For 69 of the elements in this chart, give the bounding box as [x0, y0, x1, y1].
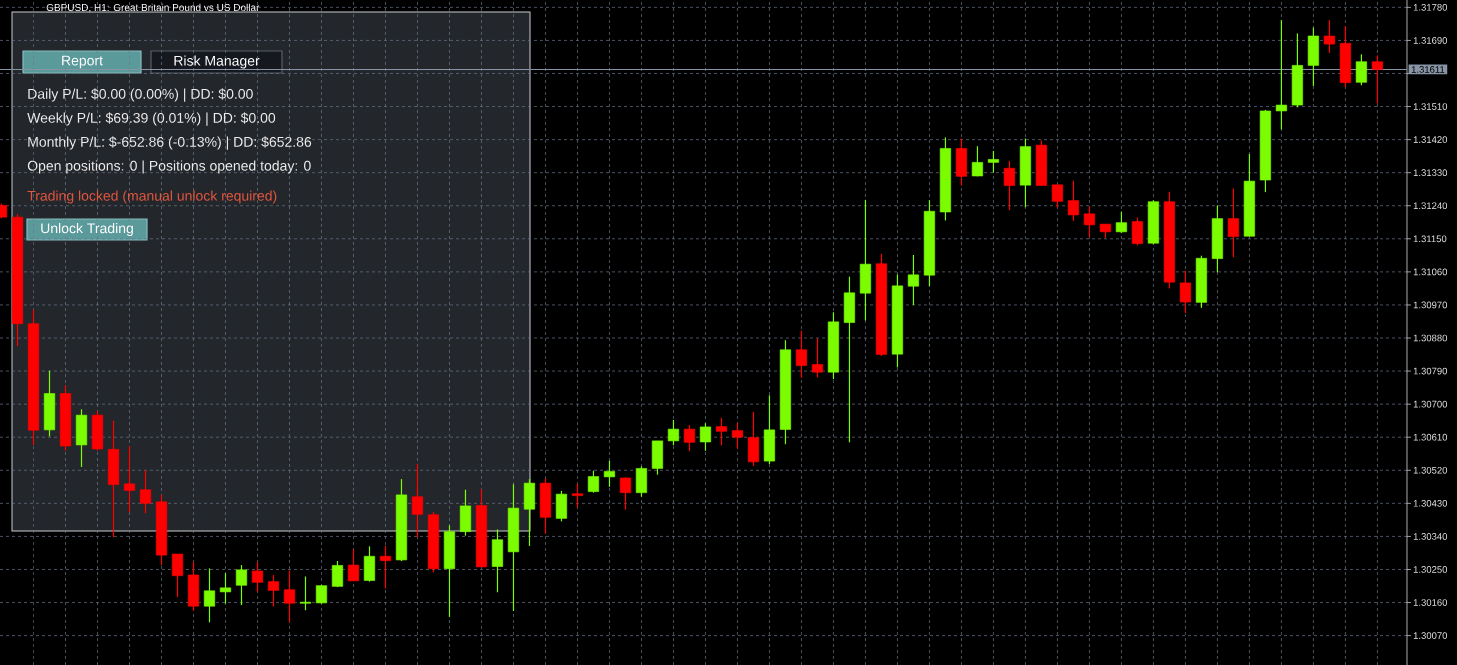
candlestick	[123, 445, 136, 513]
candlestick	[731, 422, 744, 450]
chart-title: GBPUSD, H1: Great Britain Pound vs US Dollar	[46, 3, 260, 13]
candlestick	[235, 564, 248, 606]
candlestick	[1083, 205, 1096, 238]
candlestick	[571, 483, 584, 508]
candlestick	[811, 337, 824, 378]
y-tick-label: 1.31420	[1413, 136, 1448, 143]
candlestick	[619, 476, 632, 511]
candlestick	[1131, 216, 1144, 247]
candlestick	[347, 548, 360, 582]
candlestick	[603, 460, 616, 488]
candlestick	[1003, 160, 1016, 211]
candlestick	[1067, 180, 1080, 222]
annotation: Trading locked (manual unlock required)	[27, 190, 277, 204]
y-tick-label: 1.30160	[1413, 599, 1448, 606]
candlestick	[1275, 19, 1287, 130]
ref-line-label: 1.31611	[1411, 66, 1445, 73]
candlestick	[699, 422, 712, 452]
y-tick-label: 1.30880	[1413, 334, 1448, 342]
annotation: Open positions: 0 | Positions opened today: 0	[27, 160, 311, 174]
candlestick	[251, 561, 264, 593]
candlestick	[1355, 53, 1367, 86]
annotation: Daily P/L: $0.00 (0.00%) | DD: $0.00	[28, 88, 253, 102]
y-tick-label: 1.31060	[1413, 268, 1448, 276]
candlestick	[907, 254, 920, 306]
candlestick	[1179, 270, 1192, 314]
candlestick	[1371, 54, 1383, 105]
y-tick-label: 1.31780	[1413, 3, 1448, 11]
candlestick	[171, 553, 184, 598]
annotation: Weekly P/L: $69.39 (0.01%) | DD: $0.00	[27, 112, 276, 126]
candlestick	[1323, 19, 1335, 54]
candlestick	[795, 330, 808, 379]
y-tick-label: 1.31330	[1413, 169, 1448, 177]
candlestick	[683, 424, 696, 452]
candlestick	[971, 145, 984, 177]
candlestick	[1051, 184, 1064, 209]
annotation: Report	[62, 55, 103, 69]
y-tick-label: 1.30070	[1413, 632, 1448, 639]
candlestick	[219, 572, 232, 605]
candlestick	[267, 574, 280, 608]
y-tick-label: 1.30970	[1413, 301, 1448, 309]
y-tick-label: 1.30520	[1413, 466, 1448, 474]
y-tick-label: 1.31240	[1413, 202, 1448, 210]
candlestick	[379, 545, 392, 590]
annotation: Monthly P/L: $-652.86 (-0.13%) | DD: $652.86	[28, 136, 312, 150]
candlestick	[587, 470, 600, 494]
y-tick-label: 1.30610	[1413, 433, 1448, 441]
y-tick-label: 1.30250	[1413, 566, 1448, 573]
candlestick	[139, 469, 152, 514]
y-tick-label: 1.30700	[1413, 400, 1448, 408]
candlestick	[1227, 187, 1239, 258]
y-tick-label: 1.30430	[1413, 499, 1448, 507]
y-tick-label: 1.30340	[1413, 533, 1448, 540]
candlestick	[667, 419, 680, 446]
y-tick-label: 1.30790	[1413, 367, 1448, 375]
candlestick	[1115, 211, 1128, 234]
candlestick	[283, 569, 296, 623]
annotation: Risk Manager	[174, 55, 260, 69]
candlestick	[203, 567, 216, 623]
candlestick	[299, 575, 312, 611]
candlestick	[331, 560, 344, 588]
candlestick	[987, 150, 1000, 174]
y-tick-label: 1.31690	[1413, 37, 1448, 44]
candlestick	[411, 463, 424, 538]
candlestick	[715, 417, 728, 446]
y-tick-label: 1.31510	[1413, 103, 1448, 110]
y-tick-label: 1.31150	[1413, 235, 1447, 243]
annotation: Unlock Trading	[41, 222, 133, 237]
